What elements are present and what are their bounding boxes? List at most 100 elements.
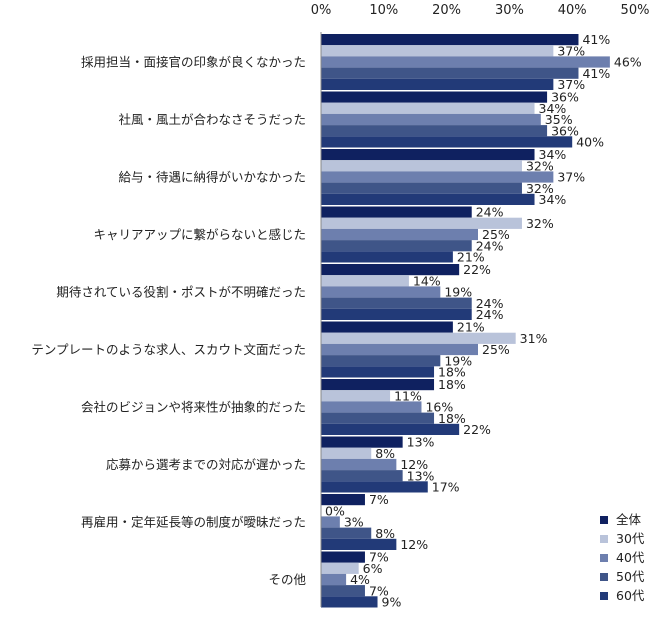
data-label: 13% xyxy=(407,435,435,450)
legend-label: 30代 xyxy=(616,531,645,546)
data-label: 41% xyxy=(582,66,610,81)
bar xyxy=(321,390,391,402)
bar xyxy=(321,113,541,126)
data-label: 9% xyxy=(382,595,402,610)
category-label: キャリアアップに繋がらないと感じた xyxy=(93,227,306,242)
legend-label: 全体 xyxy=(616,512,642,527)
bar xyxy=(321,102,535,114)
bar xyxy=(321,516,340,528)
data-label: 16% xyxy=(425,400,453,415)
data-label: 17% xyxy=(432,480,460,495)
data-label: 12% xyxy=(400,457,428,472)
category-label: 社風・風土が合わなさそうだった xyxy=(118,112,306,127)
legend-swatch xyxy=(600,535,608,543)
data-label: 35% xyxy=(545,112,573,127)
bar xyxy=(321,379,435,391)
bar xyxy=(321,206,472,218)
x-tick-label: 40% xyxy=(558,3,587,18)
legend-swatch xyxy=(600,554,608,562)
bar xyxy=(321,458,397,471)
data-label: 37% xyxy=(557,43,585,58)
bar xyxy=(321,286,441,298)
bar xyxy=(321,251,453,263)
data-label: 8% xyxy=(375,446,395,461)
data-label: 18% xyxy=(438,411,466,426)
x-tick-label: 50% xyxy=(621,3,650,18)
bar xyxy=(321,585,365,597)
bar xyxy=(321,447,372,459)
bar xyxy=(321,308,472,320)
bar xyxy=(321,228,478,241)
category-label: 給与・待遇に納得がいかなかった xyxy=(118,170,306,185)
bar xyxy=(321,240,472,252)
x-tick-label: 20% xyxy=(432,3,461,18)
category-label: 採用担当・面接官の印象が良くなかった xyxy=(81,55,306,70)
data-label: 36% xyxy=(551,90,579,105)
data-label: 37% xyxy=(557,170,585,185)
bar xyxy=(321,412,435,424)
bar xyxy=(321,366,435,378)
data-label: 40% xyxy=(576,135,604,150)
bar xyxy=(321,160,522,172)
data-label: 13% xyxy=(407,468,435,483)
bar xyxy=(321,193,535,205)
category-label: 期待されている役割・ポストが不明確だった xyxy=(56,285,306,300)
bar xyxy=(321,45,554,57)
bar xyxy=(321,171,554,183)
data-label: 34% xyxy=(539,101,567,116)
data-label: 25% xyxy=(482,227,510,242)
data-label: 36% xyxy=(551,123,579,138)
data-label: 6% xyxy=(363,561,383,576)
bar xyxy=(321,343,478,356)
data-label: 8% xyxy=(375,526,395,541)
data-label: 3% xyxy=(344,515,364,530)
legend-swatch xyxy=(600,573,608,581)
legend-label: 50代 xyxy=(616,569,645,584)
bar xyxy=(321,494,365,506)
bar xyxy=(321,470,403,482)
bar xyxy=(321,91,548,103)
bar xyxy=(321,562,359,574)
bar xyxy=(321,527,372,539)
data-label: 12% xyxy=(400,537,428,552)
data-label: 41% xyxy=(582,32,610,47)
data-label: 46% xyxy=(614,55,642,70)
data-label: 19% xyxy=(444,353,472,368)
data-label: 32% xyxy=(526,181,554,196)
bar xyxy=(321,355,441,367)
legend-swatch xyxy=(600,516,608,524)
data-label: 34% xyxy=(539,147,567,162)
bar xyxy=(321,78,554,90)
bar xyxy=(321,56,610,68)
data-label: 21% xyxy=(457,320,485,335)
bar xyxy=(321,67,579,79)
data-label: 14% xyxy=(413,273,441,288)
data-label: 4% xyxy=(350,572,370,587)
bar xyxy=(321,34,579,46)
data-label: 18% xyxy=(438,377,466,392)
bar xyxy=(321,182,522,194)
bar xyxy=(321,401,422,413)
data-label: 11% xyxy=(394,388,422,403)
bar xyxy=(321,136,573,148)
bar xyxy=(321,264,460,276)
data-label: 22% xyxy=(463,262,491,277)
data-label: 21% xyxy=(457,250,485,265)
category-label: その他 xyxy=(268,572,306,587)
bar xyxy=(321,297,472,309)
bar xyxy=(321,481,428,493)
legend-label: 60代 xyxy=(616,588,645,603)
data-label: 32% xyxy=(526,216,554,231)
bar xyxy=(321,551,365,563)
data-label: 7% xyxy=(369,492,389,507)
data-label: 24% xyxy=(476,205,504,220)
data-label: 32% xyxy=(526,158,554,173)
bar xyxy=(321,217,522,229)
bar xyxy=(321,149,535,161)
data-label: 0% xyxy=(325,503,345,518)
data-label: 24% xyxy=(476,296,504,311)
bar xyxy=(321,423,460,435)
bar xyxy=(321,275,409,287)
bar xyxy=(321,573,347,586)
